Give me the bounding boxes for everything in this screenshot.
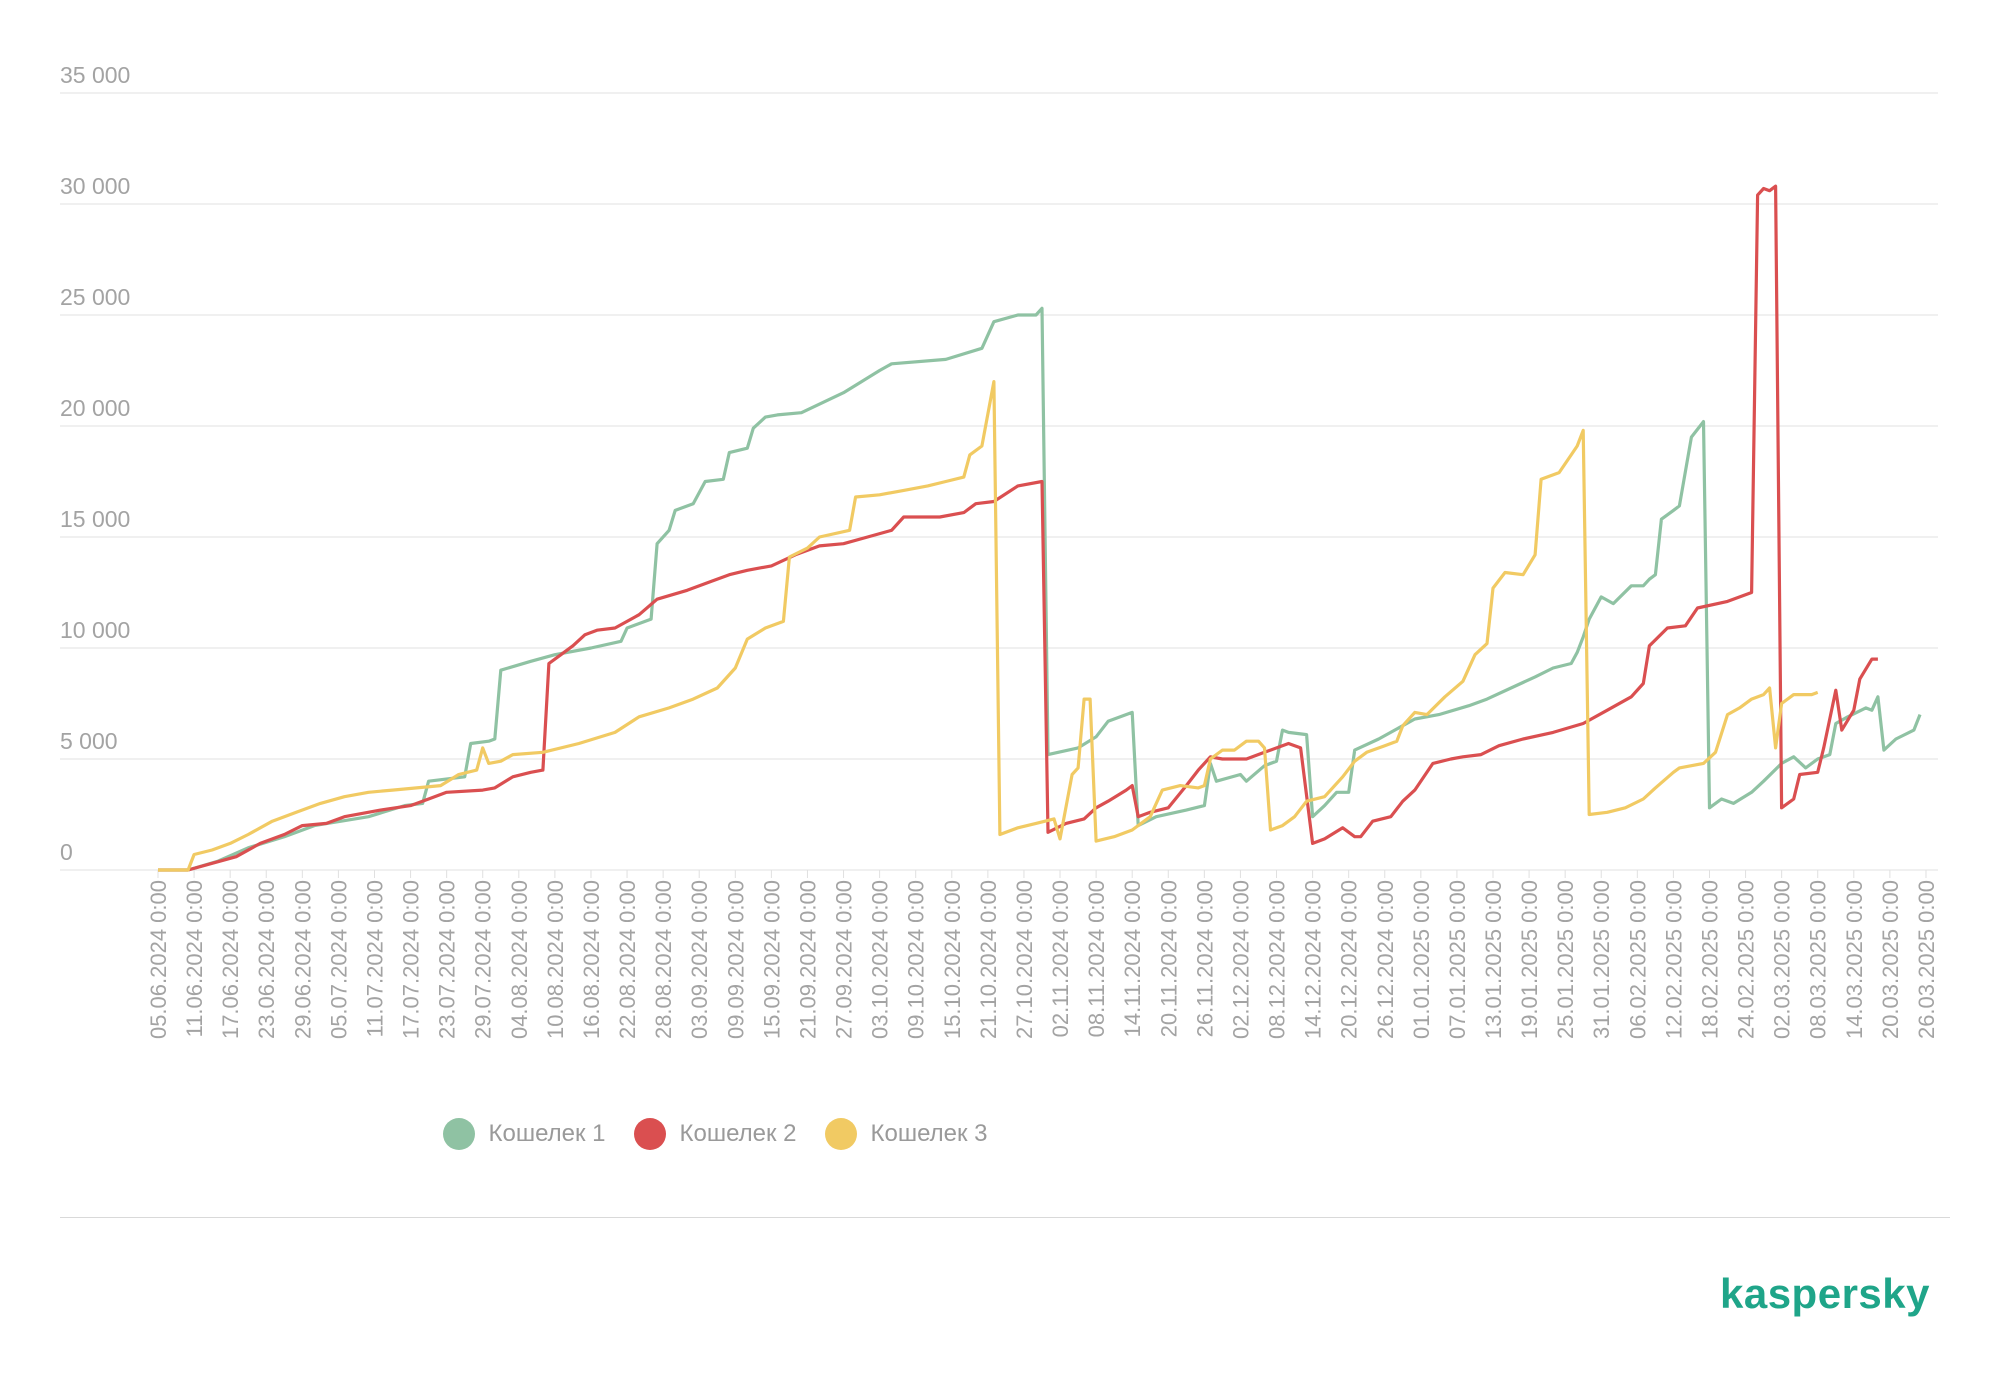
y-tick-label: 25 000 [60, 284, 130, 310]
x-tick-label: 20.11.2024 0:00 [1156, 880, 1181, 1037]
x-tick-label: 11.06.2024 0:00 [182, 880, 207, 1037]
x-tick-label: 21.10.2024 0:00 [976, 880, 1001, 1039]
y-tick-label: 20 000 [60, 395, 130, 421]
x-tick-label: 27.10.2024 0:00 [1012, 880, 1037, 1039]
y-tick-label: 5 000 [60, 728, 118, 754]
legend-label: Кошелек 3 [870, 1120, 988, 1147]
x-tick-label: 09.09.2024 0:00 [723, 880, 748, 1039]
x-tick-label: 21.09.2024 0:00 [795, 880, 820, 1039]
x-tick-label: 13.01.2025 0:00 [1481, 880, 1506, 1039]
x-tick-label: 17.07.2024 0:00 [399, 880, 424, 1039]
legend-item-wallet-3[interactable]: Кошелек 3 [824, 1118, 988, 1150]
x-tick-label: 06.02.2025 0:00 [1625, 880, 1650, 1039]
x-tick-label: 15.09.2024 0:00 [759, 880, 784, 1039]
y-tick-label: 0 [60, 839, 73, 865]
series-lines [158, 184, 1922, 872]
y-tick-label: 15 000 [60, 506, 130, 532]
x-tick-label: 26.12.2024 0:00 [1373, 880, 1398, 1039]
legend-label: Кошелек 2 [679, 1120, 797, 1147]
x-tick-label: 24.02.2025 0:00 [1734, 880, 1759, 1039]
x-tick-label: 19.01.2025 0:00 [1517, 880, 1542, 1039]
x-tick-label: 05.06.2024 0:00 [146, 880, 171, 1039]
x-tick-label: 08.12.2024 0:00 [1265, 880, 1290, 1039]
x-tick-label: 16.08.2024 0:00 [579, 880, 604, 1039]
x-tick-label: 08.03.2025 0:00 [1806, 880, 1831, 1039]
series-line-wallet-1 [158, 306, 1922, 872]
legend-item-wallet-1[interactable]: Кошелек 1 [442, 1118, 606, 1150]
x-tick-label: 25.01.2025 0:00 [1553, 880, 1578, 1039]
x-tick-label: 29.07.2024 0:00 [471, 880, 496, 1039]
kaspersky-logo: kaspersky [1719, 1270, 1930, 1317]
x-tick-label: 27.09.2024 0:00 [832, 880, 857, 1039]
x-tick-label: 09.10.2024 0:00 [904, 880, 929, 1039]
footer-divider [60, 1217, 1950, 1218]
x-tick-label: 04.08.2024 0:00 [507, 880, 532, 1039]
x-tick-label: 14.11.2024 0:00 [1120, 880, 1145, 1037]
x-tick-label: 17.06.2024 0:00 [218, 880, 243, 1039]
x-tick-label: 15.10.2024 0:00 [940, 880, 965, 1039]
x-tick-label: 03.10.2024 0:00 [868, 880, 893, 1039]
legend-marker [442, 1118, 475, 1150]
x-axis: 05.06.2024 0:00 11.06.2024 0:00 17.06.2024… [146, 870, 1939, 1039]
x-tick-label: 02.11.2024 0:00 [1048, 880, 1073, 1037]
x-tick-label: 12.02.2025 0:00 [1661, 880, 1686, 1039]
x-tick-label: 14.12.2024 0:00 [1301, 880, 1326, 1039]
x-tick-label: 20.03.2025 0:00 [1878, 880, 1903, 1039]
x-tick-label: 10.08.2024 0:00 [543, 880, 568, 1039]
series-line-wallet-2 [158, 184, 1878, 872]
x-tick-label: 22.08.2024 0:00 [615, 880, 640, 1039]
y-tick-label: 35 000 [60, 62, 130, 88]
x-tick-label: 03.09.2024 0:00 [687, 880, 712, 1039]
x-tick-label: 01.01.2025 0:00 [1409, 880, 1434, 1039]
legend-marker [824, 1118, 857, 1150]
x-tick-label: 05.07.2024 0:00 [326, 880, 351, 1039]
legend-label: Кошелек 1 [488, 1120, 606, 1147]
x-tick-label: 28.08.2024 0:00 [651, 880, 676, 1039]
y-axis: 0 5 000 10 000 15 000 20 000 25 000 30 000 35 0… [60, 62, 130, 865]
x-tick-label: 26.11.2024 0:00 [1192, 880, 1217, 1037]
x-tick-label: 23.07.2024 0:00 [435, 880, 460, 1039]
x-tick-label: 29.06.2024 0:00 [290, 880, 315, 1039]
x-tick-label: 08.11.2024 0:00 [1084, 880, 1109, 1037]
x-tick-label: 18.02.2025 0:00 [1697, 880, 1722, 1039]
legend-item-wallet-2[interactable]: Кошелек 2 [633, 1118, 797, 1150]
x-tick-label: 02.03.2025 0:00 [1770, 880, 1795, 1039]
y-tick-label: 30 000 [60, 173, 130, 199]
x-tick-label: 26.03.2025 0:00 [1914, 880, 1939, 1039]
x-tick-label: 02.12.2024 0:00 [1228, 880, 1253, 1039]
x-tick-label: 07.01.2025 0:00 [1445, 880, 1470, 1039]
y-tick-label: 10 000 [60, 617, 130, 643]
x-tick-label: 20.12.2024 0:00 [1337, 880, 1362, 1039]
x-tick-label: 11.07.2024 0:00 [362, 880, 387, 1037]
legend: Кошелек 1 Кошелек 2 Кошелек 3 [0, 1118, 1430, 1150]
x-tick-label: 14.03.2025 0:00 [1842, 880, 1867, 1039]
x-tick-label: 31.01.2025 0:00 [1589, 880, 1614, 1039]
x-tick-label: 23.06.2024 0:00 [254, 880, 279, 1039]
series-line-wallet-3 [158, 380, 1819, 872]
legend-marker [633, 1118, 666, 1150]
